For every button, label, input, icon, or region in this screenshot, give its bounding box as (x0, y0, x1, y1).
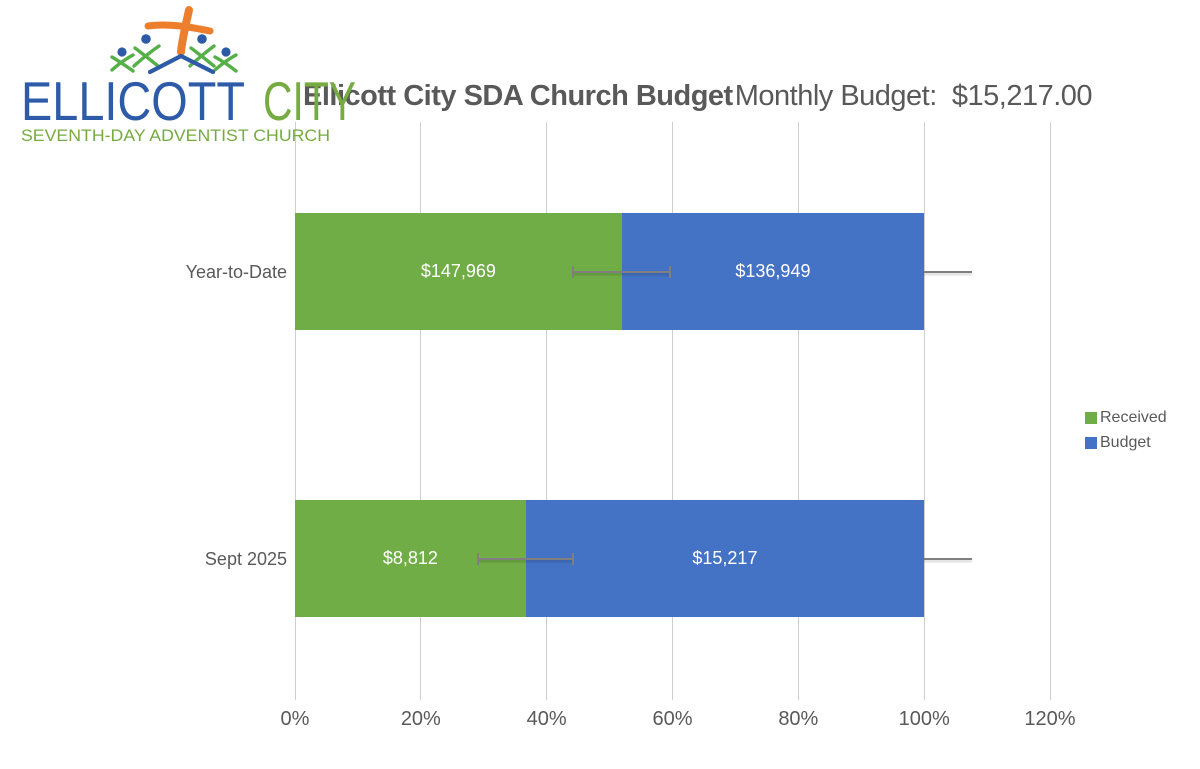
category-label: Sept 2025 (204, 548, 287, 569)
gridline (797, 122, 799, 700)
logo-tagline: SEVENTH-DAY ADVENTIST CHURCH (21, 127, 330, 145)
gridline (294, 122, 296, 700)
x-axis-tick-label: 0% (280, 708, 310, 730)
x-axis-tick-label: 60% (652, 708, 693, 730)
error-bar-cap (668, 265, 671, 278)
church-logo: ELLICOTT CITY SEVENTH-DAY ADVENTIST CHUR… (21, 6, 356, 145)
x-axis-tick-label: 40% (526, 708, 567, 730)
bar-row: $8,812 $15,217 (295, 500, 925, 617)
legend-label: Received (1100, 409, 1167, 426)
legend-item-received: Received (1085, 409, 1167, 427)
error-bar (573, 270, 670, 273)
legend-swatch-budget (1085, 437, 1097, 449)
gridline (672, 122, 673, 700)
x-axis-tick-label: 20% (400, 708, 441, 730)
error-bar-cap (572, 265, 575, 278)
roof-icon (147, 53, 216, 75)
bar-segment-budget: $15,217 (525, 500, 925, 617)
legend-item-budget: Budget (1085, 434, 1167, 452)
category-label: Year-to-Date (185, 261, 287, 282)
legend-swatch-received (1085, 412, 1097, 424)
bar-row: $147,969 $136,949 (295, 213, 925, 330)
chart-title: Ellicott City SDA Church Budget (303, 80, 733, 112)
x-axis-tick-label: 80% (778, 708, 819, 730)
error-bar (924, 270, 972, 273)
chart-header: Ellicott City SDA Church Budget Monthly B… (303, 80, 1093, 113)
error-bar-cap (477, 552, 480, 565)
people-icon (110, 44, 238, 73)
logo-name-ellicott: ELLICOTT (21, 70, 245, 132)
logo-name-city: CITY (263, 70, 356, 132)
gridline (420, 122, 422, 700)
data-label: $136,949 (735, 261, 811, 281)
x-axis-tick-label: 120% (1024, 708, 1076, 730)
error-bar (478, 557, 574, 560)
gridline (923, 122, 925, 700)
gridline (546, 122, 548, 700)
data-label: $8,812 (382, 548, 438, 568)
legend: Received Budget (1085, 409, 1167, 452)
data-label: $15,217 (692, 548, 758, 568)
bar-segment-received: $147,969 (295, 213, 622, 330)
error-bar (924, 557, 972, 560)
bar-segment-budget: $136,949 (621, 213, 925, 330)
x-axis-tick-label: 100% (898, 708, 950, 730)
monthly-budget-text: Monthly Budget: $15,217.00 (734, 80, 1093, 112)
legend-label: Budget (1100, 434, 1151, 451)
data-label: $147,969 (420, 261, 496, 281)
people-heads-icon (117, 34, 231, 57)
error-bar-cap (572, 552, 575, 565)
cross-icon (144, 6, 214, 56)
gridline (1049, 122, 1051, 700)
